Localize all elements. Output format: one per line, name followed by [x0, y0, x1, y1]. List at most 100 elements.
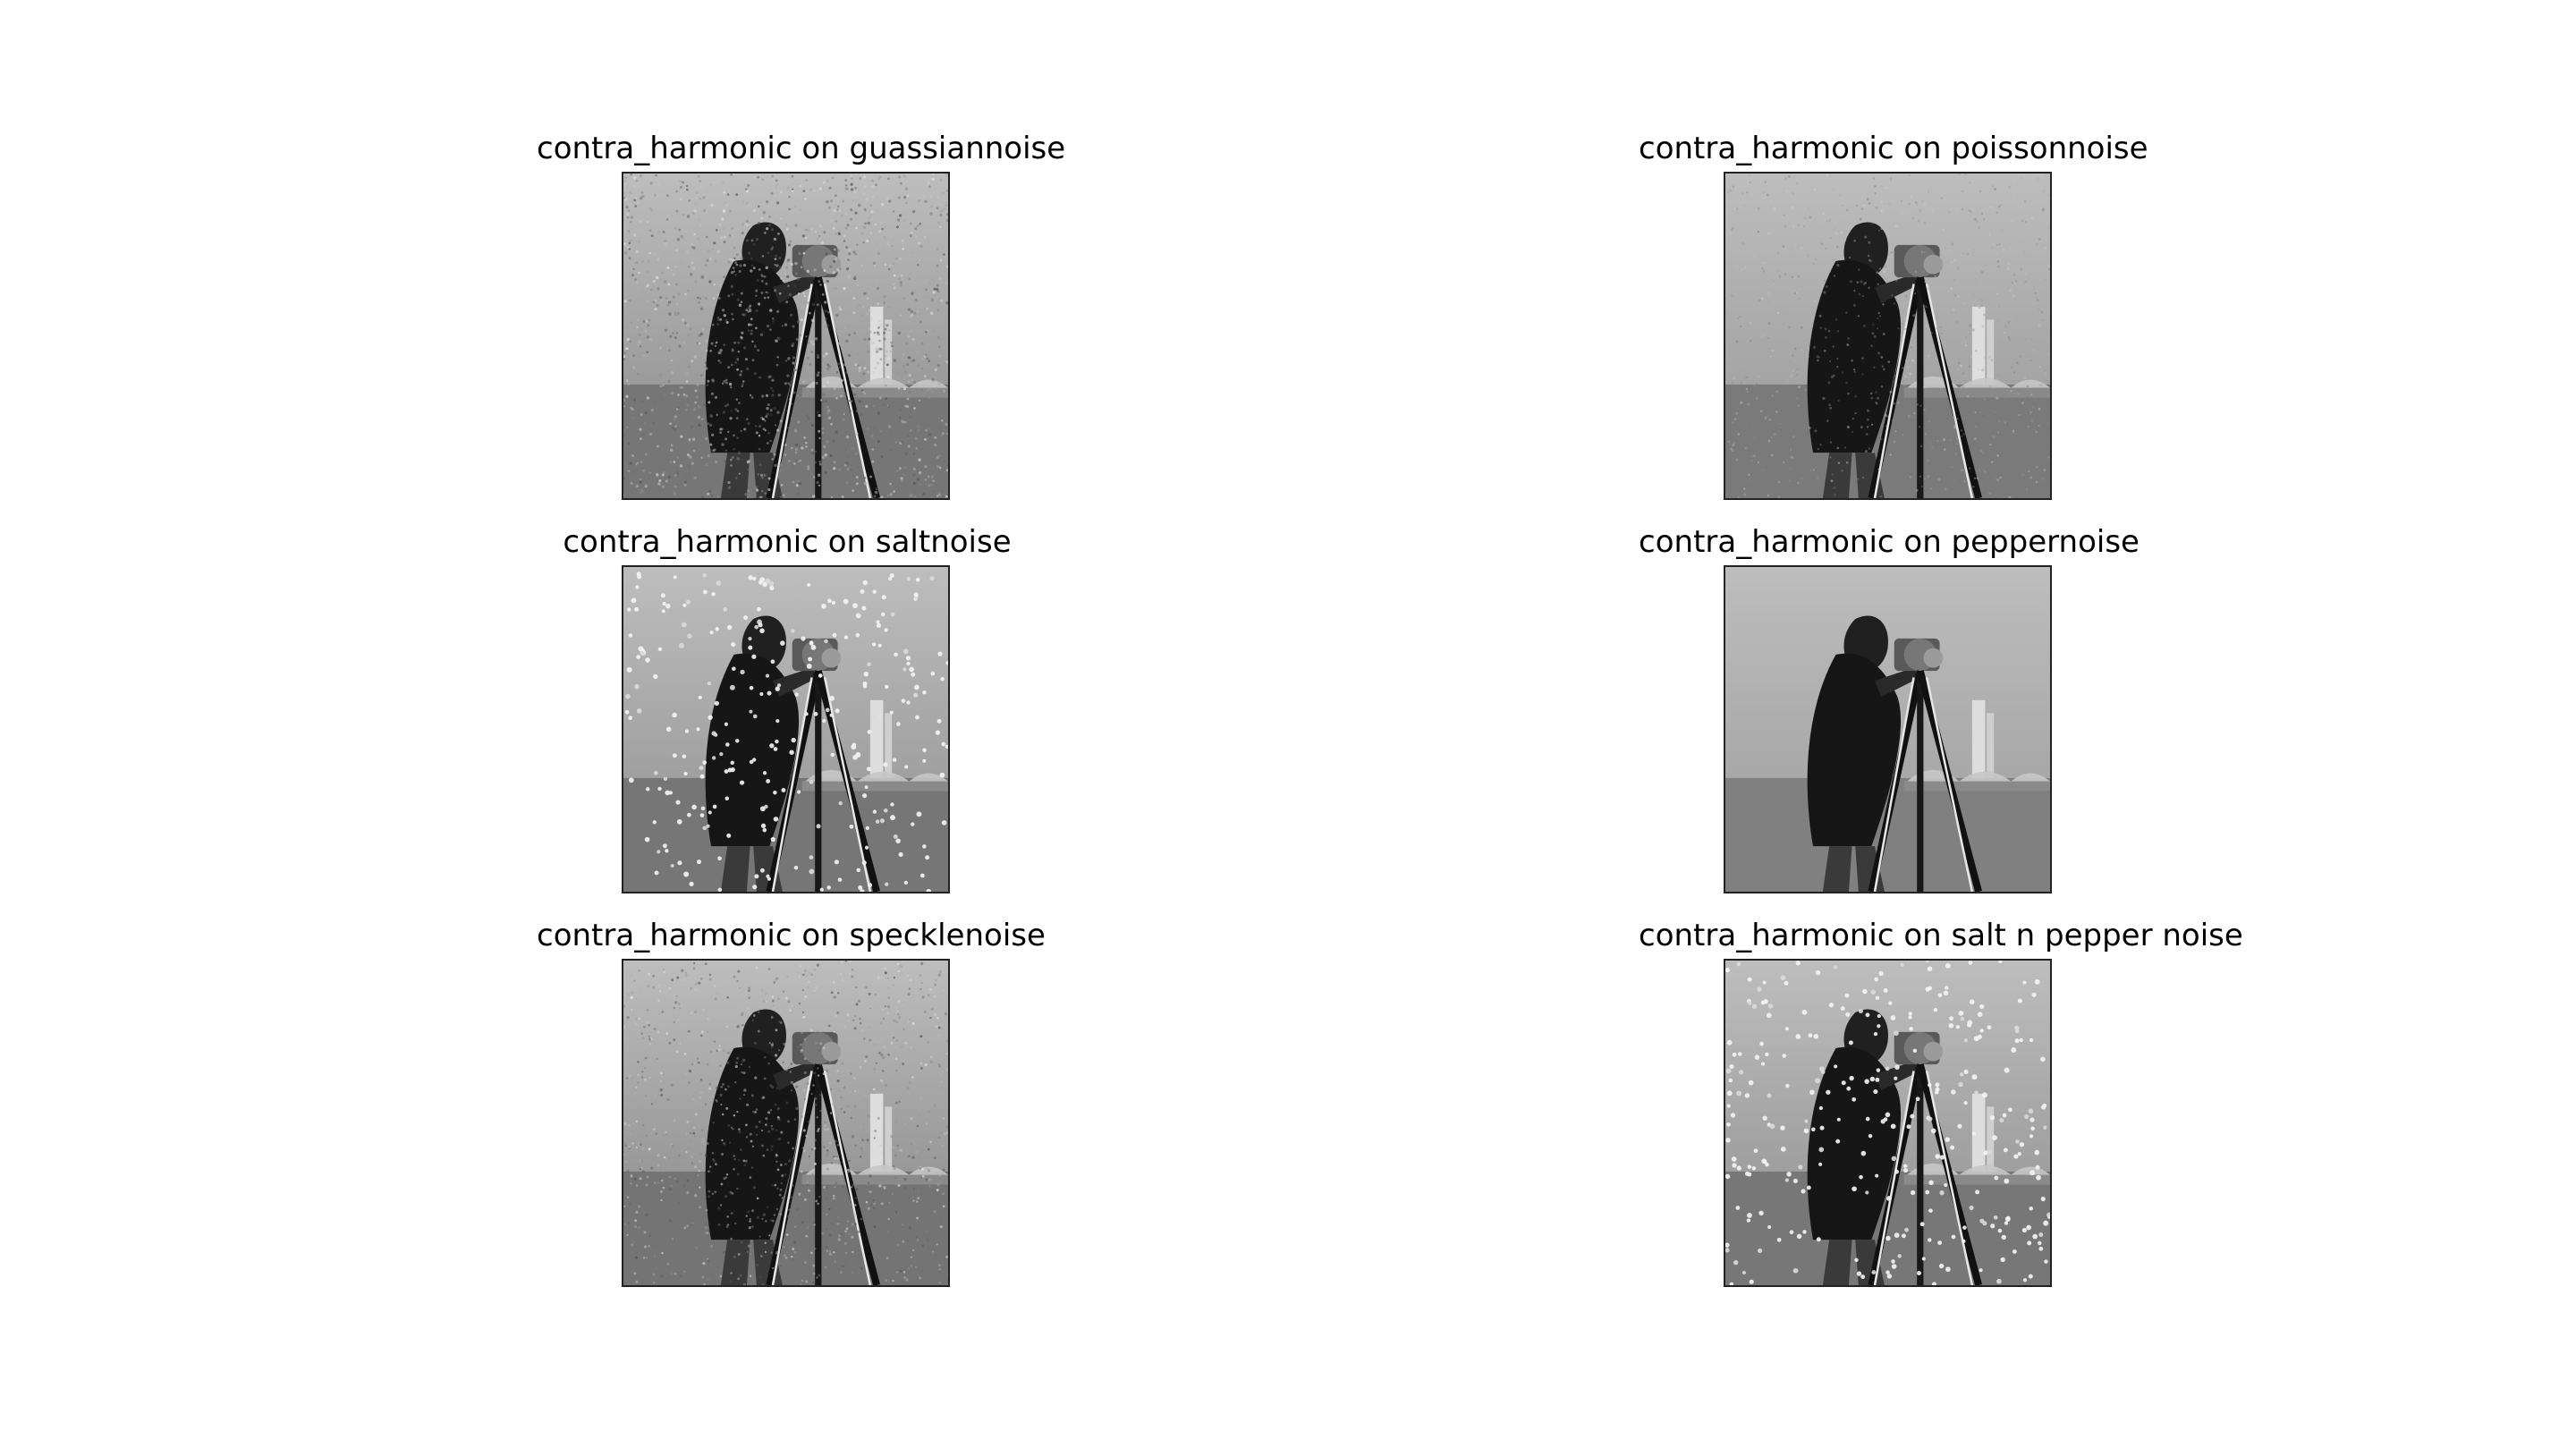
noise-dot [942, 1117, 945, 1120]
noise-dot [660, 1179, 664, 1182]
noise-dot [926, 388, 929, 392]
noise-dot [850, 188, 854, 191]
tripod-highlight-right [1925, 284, 1974, 498]
noise-dot [898, 277, 902, 281]
noise-dot [935, 978, 937, 982]
noise-dot [902, 248, 904, 250]
noise-dot [1825, 284, 1828, 288]
noise-dot [883, 301, 886, 304]
noise-dot [706, 1232, 709, 1234]
noise-dot [880, 1038, 883, 1041]
noise-dot [1872, 323, 1875, 326]
noise-dot [625, 205, 629, 209]
noise-dot [758, 1121, 761, 1123]
noise-dot [634, 205, 638, 208]
noise-dot [648, 1043, 652, 1046]
noise-dot [929, 1016, 932, 1020]
noise-dot [828, 186, 832, 190]
noise-dot [1780, 1147, 1786, 1152]
noise-dot [894, 1101, 898, 1105]
noise-dot [760, 823, 767, 829]
noise-dot [870, 714, 876, 718]
noise-dot [903, 370, 907, 373]
noise-dot [883, 236, 886, 240]
noise-dot [866, 766, 871, 772]
cameraman-image-salt [622, 565, 950, 893]
noise-dot [864, 292, 868, 295]
noise-dot [1983, 218, 1986, 221]
noise-dot [1793, 285, 1797, 289]
noise-dot [837, 208, 841, 212]
noise-dot [773, 406, 776, 411]
noise-dot [1757, 230, 1760, 233]
noise-dot [1897, 402, 1900, 404]
noise-dot [1864, 235, 1868, 239]
noise-dot [752, 885, 758, 890]
noise-dot [1909, 476, 1911, 478]
noise-dot [770, 204, 774, 207]
noise-dot [648, 1024, 650, 1027]
noise-dot [916, 264, 919, 267]
noise-dot [771, 999, 775, 1003]
noise-dot [895, 1039, 899, 1042]
panel-title-poisson: contra_harmonic on poissonnoise [1639, 131, 2148, 166]
panel-salt-pepper: contra_harmonic on salt n pepper noise [1639, 918, 2243, 1293]
noise-dot [869, 977, 873, 980]
noise-dot [1902, 1233, 1906, 1239]
noise-dot [764, 232, 767, 234]
noise-dot [628, 241, 631, 245]
noise-dot [633, 1272, 637, 1275]
noise-dot [676, 312, 680, 316]
noise-dot [667, 1262, 671, 1266]
noise-dot [623, 242, 627, 246]
noise-dot [821, 455, 825, 459]
noise-dot [791, 1255, 793, 1258]
noise-dot [698, 423, 701, 427]
noise-dot [2010, 366, 2013, 368]
noise-dot [691, 211, 696, 216]
noise-dot [744, 1159, 748, 1163]
noise-dot [852, 297, 856, 300]
noise-dot [807, 342, 809, 344]
noise-dot [767, 1111, 771, 1114]
noise-dot [706, 1251, 708, 1254]
noise-dot [750, 269, 753, 273]
noise-dot [869, 330, 872, 334]
noise-dot [2008, 495, 2012, 498]
noise-dot [918, 1113, 921, 1116]
noise-dot [1773, 207, 1776, 211]
noise-dot [744, 493, 748, 496]
noise-dot [1928, 420, 1930, 423]
noise-dot [883, 364, 886, 368]
noise-dot [817, 1067, 819, 1070]
noise-dot [734, 1080, 737, 1084]
noise-dot [799, 184, 802, 188]
noise-dot [662, 1186, 665, 1190]
noise-dot [933, 292, 936, 296]
noise-dot [2035, 383, 2038, 386]
noise-dot [1797, 224, 1800, 226]
noise-dot [762, 999, 766, 1003]
noise-dot [872, 371, 875, 374]
noise-dot [626, 1233, 629, 1237]
noise-dot [839, 308, 843, 311]
noise-dot [864, 1093, 868, 1097]
noise-dot [792, 1040, 796, 1043]
noise-dot [1888, 202, 1891, 206]
noise-dot [814, 231, 818, 233]
noise-dot [705, 349, 708, 352]
noise-dot [629, 220, 632, 224]
noise-dot [899, 964, 902, 969]
noise-dot [843, 1241, 847, 1246]
noise-dot [1878, 970, 1884, 977]
noise-dot [885, 1083, 888, 1087]
noise-dot [757, 349, 760, 352]
noise-dot [1845, 230, 1848, 233]
noise-dot [920, 1067, 923, 1070]
noise-dot [749, 1132, 752, 1136]
noise-dot [2029, 1134, 2034, 1139]
noise-dot [667, 258, 670, 260]
noise-dot [934, 385, 936, 388]
noise-dot [812, 1222, 816, 1225]
noise-dot [628, 299, 631, 302]
